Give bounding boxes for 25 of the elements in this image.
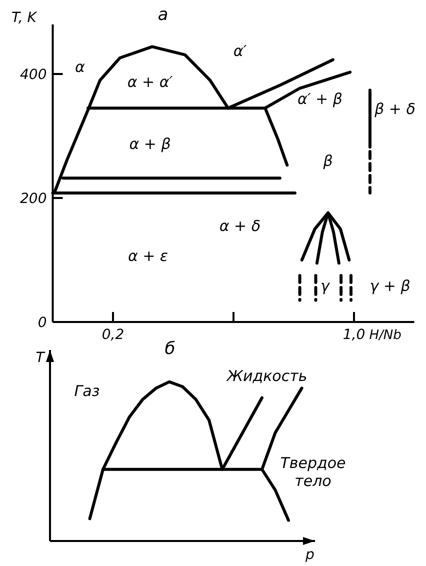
- y-tick-label: 200: [20, 191, 47, 207]
- annotation: α + ε: [128, 247, 168, 265]
- y-axis-title: T, K: [12, 10, 38, 26]
- annotation: β: [322, 152, 334, 170]
- annotation: Газ: [74, 382, 100, 400]
- annotation: α: [75, 58, 86, 76]
- annotation: α + β: [129, 135, 172, 153]
- annotation: γ: [320, 277, 331, 295]
- annotation: α′ + β: [298, 90, 343, 108]
- annotation: Твердое тело: [280, 454, 346, 490]
- annotation: γ + β: [370, 277, 411, 295]
- annotation: α + α′: [127, 73, 174, 91]
- x-tick-label: 1,0: [342, 327, 366, 343]
- annotation: Жидкость: [226, 367, 308, 385]
- y-axis-title: T: [36, 350, 46, 366]
- x-axis-title: p: [304, 547, 315, 563]
- x-tick-label: 0,2: [102, 327, 124, 343]
- annotation: α′: [233, 42, 248, 60]
- chart-title: а: [158, 5, 168, 25]
- y-tick-label: 0: [38, 315, 47, 331]
- y-tick-label: 400: [20, 67, 47, 83]
- annotation: α + δ: [219, 217, 261, 235]
- annotation: β + δ: [374, 100, 416, 118]
- chart-title: б: [164, 339, 176, 359]
- x-axis-title: H/Nb: [369, 328, 402, 343]
